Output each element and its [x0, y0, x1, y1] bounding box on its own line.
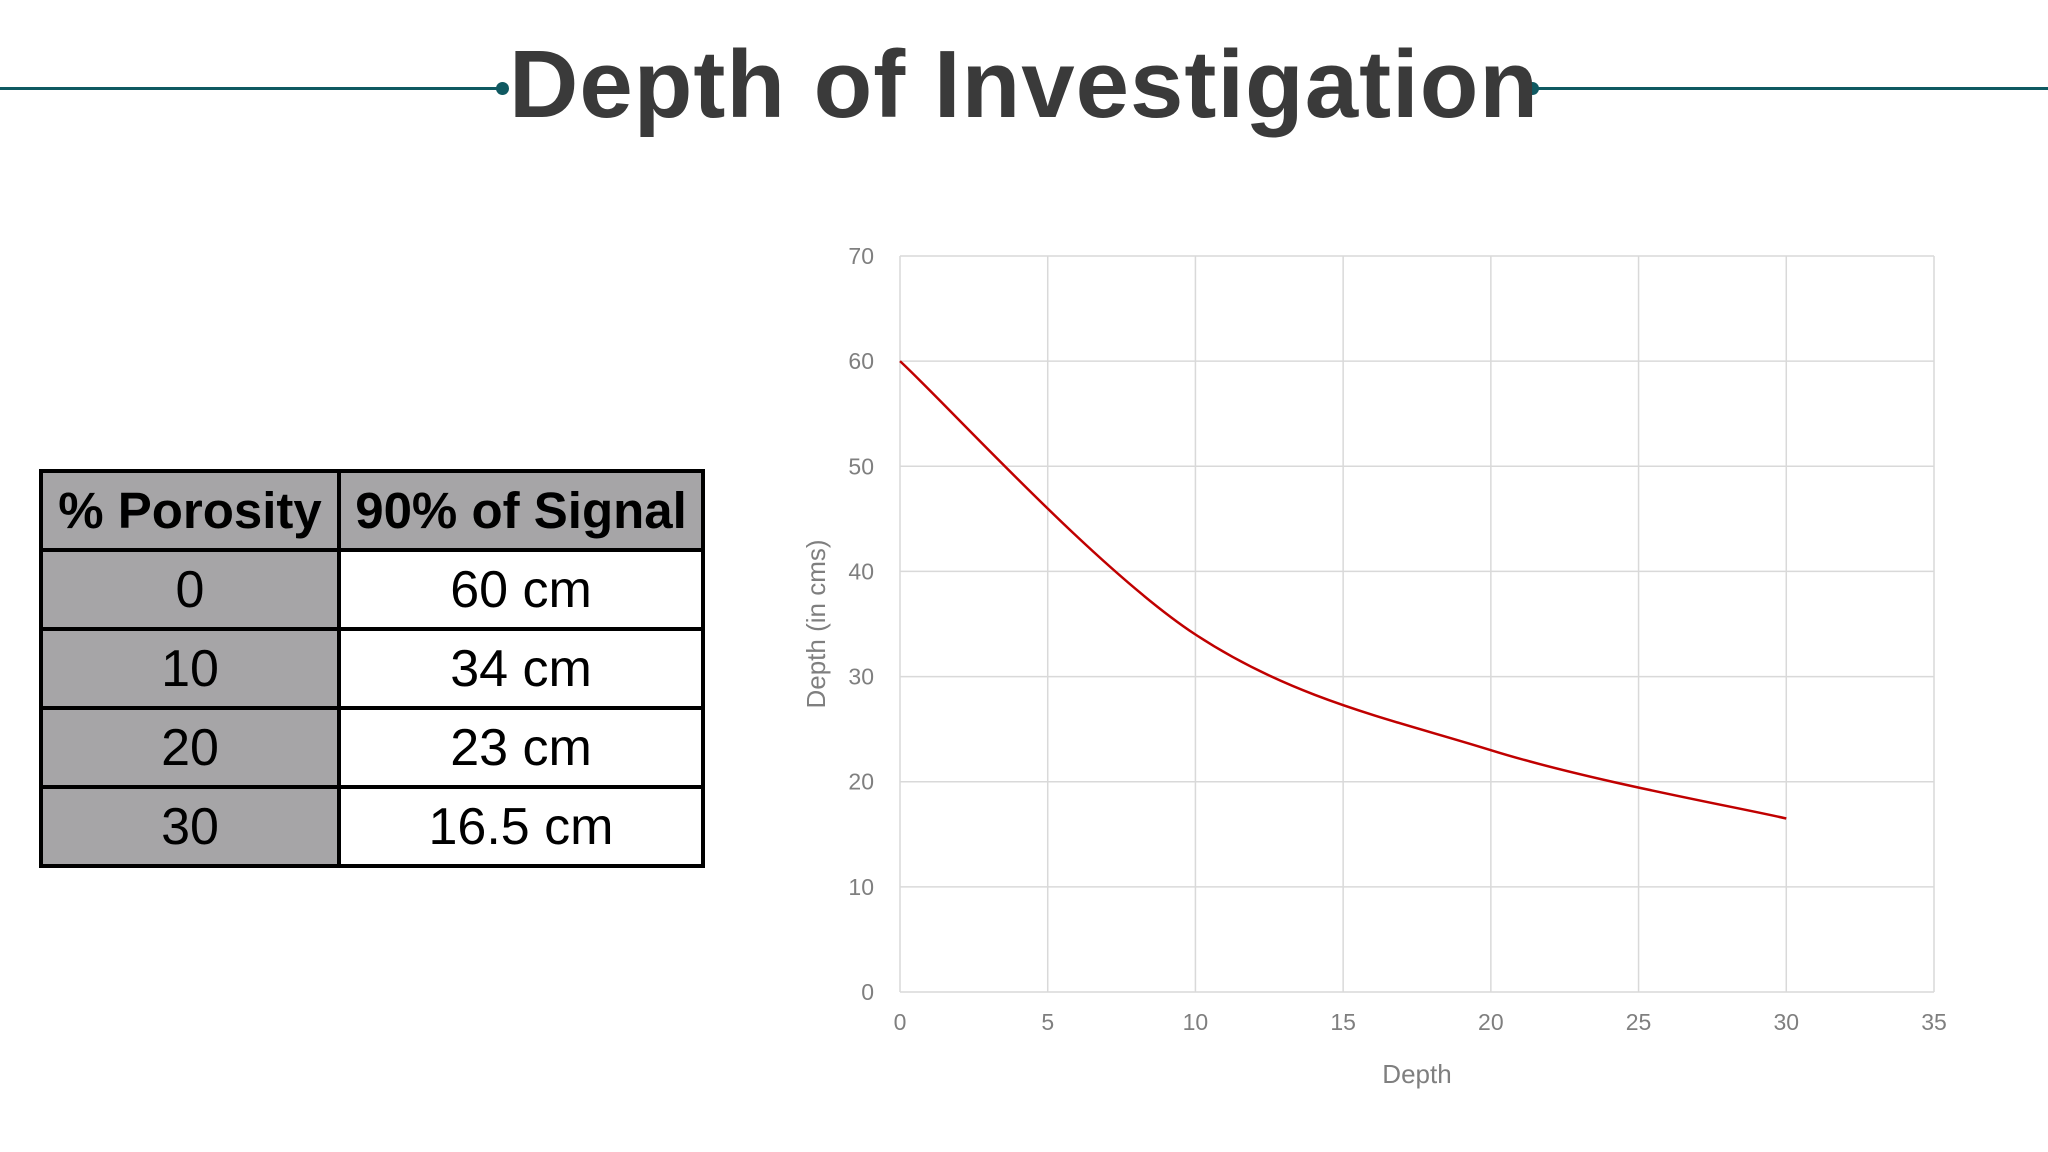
- title-banner: Depth of Investigation: [0, 0, 2048, 175]
- x-tick-label: 10: [1183, 1009, 1209, 1035]
- y-tick-label: 0: [861, 979, 874, 1005]
- signal-cell: 34 cm: [337, 627, 705, 710]
- title-dot-right: [1526, 82, 1539, 95]
- header-porosity: % Porosity: [39, 469, 341, 552]
- y-tick-label: 50: [848, 453, 874, 479]
- table-row: 10 34 cm: [39, 627, 705, 710]
- page-title: Depth of Investigation: [509, 31, 1539, 138]
- porosity-cell: 0: [39, 548, 341, 631]
- x-tick-label: 25: [1626, 1009, 1652, 1035]
- chart-grid: [899, 255, 1935, 993]
- table-row: 30 16.5 cm: [39, 785, 705, 868]
- y-tick-label: 70: [848, 243, 874, 269]
- x-tick-label: 20: [1478, 1009, 1504, 1035]
- y-tick-label: 30: [848, 664, 874, 690]
- signal-cell: 23 cm: [337, 706, 705, 789]
- chart-ticks: 0 5 10 15 20 25 30 35 0 10 20 30 40 50 60 70: [848, 243, 1946, 1035]
- title-rule-left: [0, 87, 502, 90]
- y-tick-label: 60: [848, 348, 874, 374]
- x-tick-label: 30: [1773, 1009, 1799, 1035]
- x-tick-label: 35: [1921, 1009, 1947, 1035]
- table-row: 0 60 cm: [39, 548, 705, 631]
- signal-cell: 60 cm: [337, 548, 705, 631]
- signal-cell: 16.5 cm: [337, 785, 705, 868]
- title-dot-left: [496, 82, 509, 95]
- x-axis-title: Depth: [1382, 1059, 1451, 1089]
- title-rule-right: [1531, 87, 2048, 90]
- x-tick-label: 15: [1330, 1009, 1356, 1035]
- porosity-cell: 30: [39, 785, 341, 868]
- y-tick-label: 40: [848, 558, 874, 584]
- y-tick-label: 20: [848, 769, 874, 795]
- table-row: 20 23 cm: [39, 706, 705, 789]
- porosity-table: % Porosity 90% of Signal 0 60 cm 10 34 c…: [39, 469, 705, 868]
- y-axis-title: Depth (in cms): [801, 539, 831, 708]
- porosity-cell: 10: [39, 627, 341, 710]
- table-header-row: % Porosity 90% of Signal: [39, 469, 705, 552]
- x-tick-label: 0: [894, 1009, 907, 1035]
- chart-series: [899, 360, 1787, 820]
- series-line: [899, 360, 1787, 820]
- header-signal: 90% of Signal: [337, 469, 705, 552]
- x-tick-label: 5: [1041, 1009, 1054, 1035]
- porosity-cell: 20: [39, 706, 341, 789]
- y-tick-label: 10: [848, 874, 874, 900]
